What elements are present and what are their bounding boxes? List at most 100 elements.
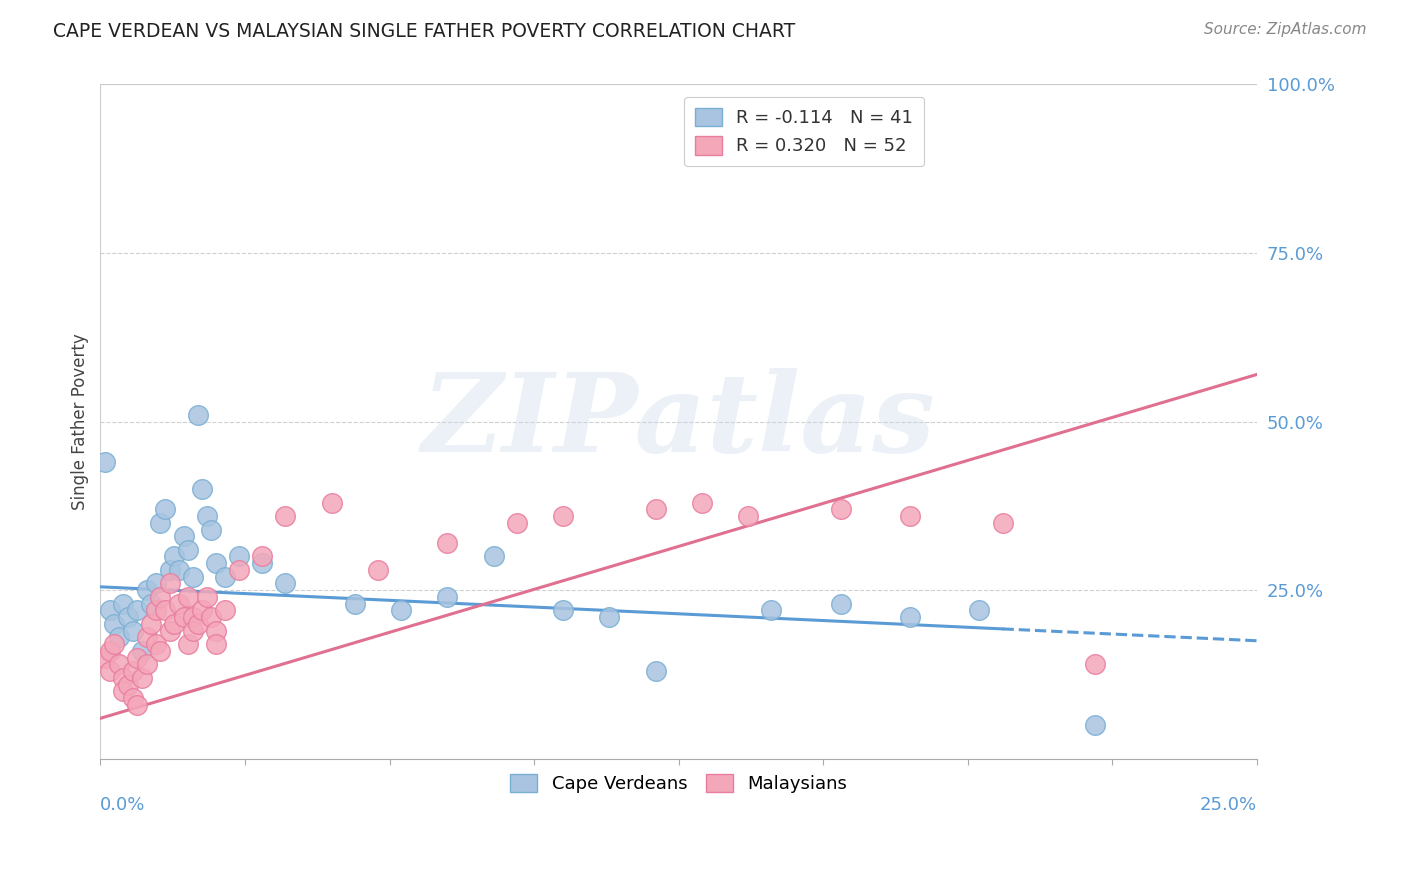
Text: 25.0%: 25.0% (1199, 796, 1257, 814)
Point (898, 610, 921, 624)
Point (274, 576, 297, 591)
Point (163, 549, 186, 564)
Point (181, 570, 204, 584)
Point (436, 536, 458, 550)
Point (506, 516, 529, 530)
Point (205, 624, 228, 638)
Point (830, 502, 852, 516)
Point (321, 495, 343, 509)
Point (145, 603, 167, 617)
Point (153, 502, 176, 516)
Point (252, 556, 274, 570)
Point (117, 677, 139, 691)
Point (181, 624, 204, 638)
Point (103, 637, 125, 651)
Y-axis label: Single Father Poverty: Single Father Poverty (72, 334, 89, 510)
Point (214, 603, 236, 617)
Point (186, 616, 208, 631)
Point (200, 523, 222, 537)
Point (149, 516, 172, 530)
Point (94, 455, 117, 469)
Point (186, 408, 208, 422)
Point (690, 495, 713, 509)
Point (98, 644, 121, 658)
Point (127, 650, 149, 665)
Point (228, 563, 250, 577)
Point (135, 583, 157, 598)
Point (195, 590, 218, 604)
Point (141, 616, 163, 631)
Point (177, 542, 200, 557)
Point (173, 529, 195, 543)
Point (94, 650, 117, 665)
Point (205, 637, 228, 651)
Point (1084, 657, 1107, 672)
Point (205, 556, 228, 570)
Point (159, 563, 181, 577)
Point (112, 684, 135, 698)
Point (167, 563, 190, 577)
Point (228, 549, 250, 564)
Point (436, 590, 458, 604)
Point (121, 664, 143, 678)
Point (112, 597, 135, 611)
Point (898, 508, 921, 523)
Point (159, 576, 181, 591)
Point (761, 603, 783, 617)
Point (149, 644, 172, 658)
Point (149, 590, 172, 604)
Point (98, 603, 121, 617)
Point (141, 597, 163, 611)
Point (551, 508, 574, 523)
Text: ZIPatlas: ZIPatlas (422, 368, 935, 475)
Text: CAPE VERDEAN VS MALAYSIAN SINGLE FATHER POVERTY CORRELATION CHART: CAPE VERDEAN VS MALAYSIAN SINGLE FATHER … (53, 22, 796, 41)
Point (991, 516, 1014, 530)
Point (644, 502, 666, 516)
Point (167, 597, 190, 611)
Point (145, 576, 167, 591)
Point (112, 671, 135, 685)
Point (343, 597, 366, 611)
Point (830, 597, 852, 611)
Point (135, 631, 157, 645)
Point (969, 603, 991, 617)
Point (200, 610, 222, 624)
Point (1084, 718, 1107, 732)
Point (367, 563, 389, 577)
Point (551, 603, 574, 617)
Point (153, 603, 176, 617)
Point (181, 610, 204, 624)
Point (127, 603, 149, 617)
Point (163, 616, 186, 631)
Point (131, 671, 153, 685)
Point (108, 657, 131, 672)
Point (108, 631, 131, 645)
Point (644, 664, 666, 678)
Point (191, 603, 214, 617)
Point (274, 508, 297, 523)
Point (159, 624, 181, 638)
Point (737, 508, 759, 523)
Point (173, 610, 195, 624)
Point (121, 624, 143, 638)
Point (131, 644, 153, 658)
Text: Source: ZipAtlas.com: Source: ZipAtlas.com (1204, 22, 1367, 37)
Point (177, 637, 200, 651)
Text: 0.0%: 0.0% (100, 796, 146, 814)
Point (145, 637, 167, 651)
Point (121, 691, 143, 706)
Point (127, 698, 149, 712)
Point (195, 508, 218, 523)
Point (191, 482, 214, 496)
Point (98, 664, 121, 678)
Point (135, 657, 157, 672)
Point (389, 603, 412, 617)
Point (177, 590, 200, 604)
Point (252, 549, 274, 564)
Point (214, 570, 236, 584)
Point (117, 610, 139, 624)
Legend: Cape Verdeans, Malaysians: Cape Verdeans, Malaysians (503, 766, 855, 800)
Point (598, 610, 620, 624)
Point (103, 616, 125, 631)
Point (482, 549, 505, 564)
